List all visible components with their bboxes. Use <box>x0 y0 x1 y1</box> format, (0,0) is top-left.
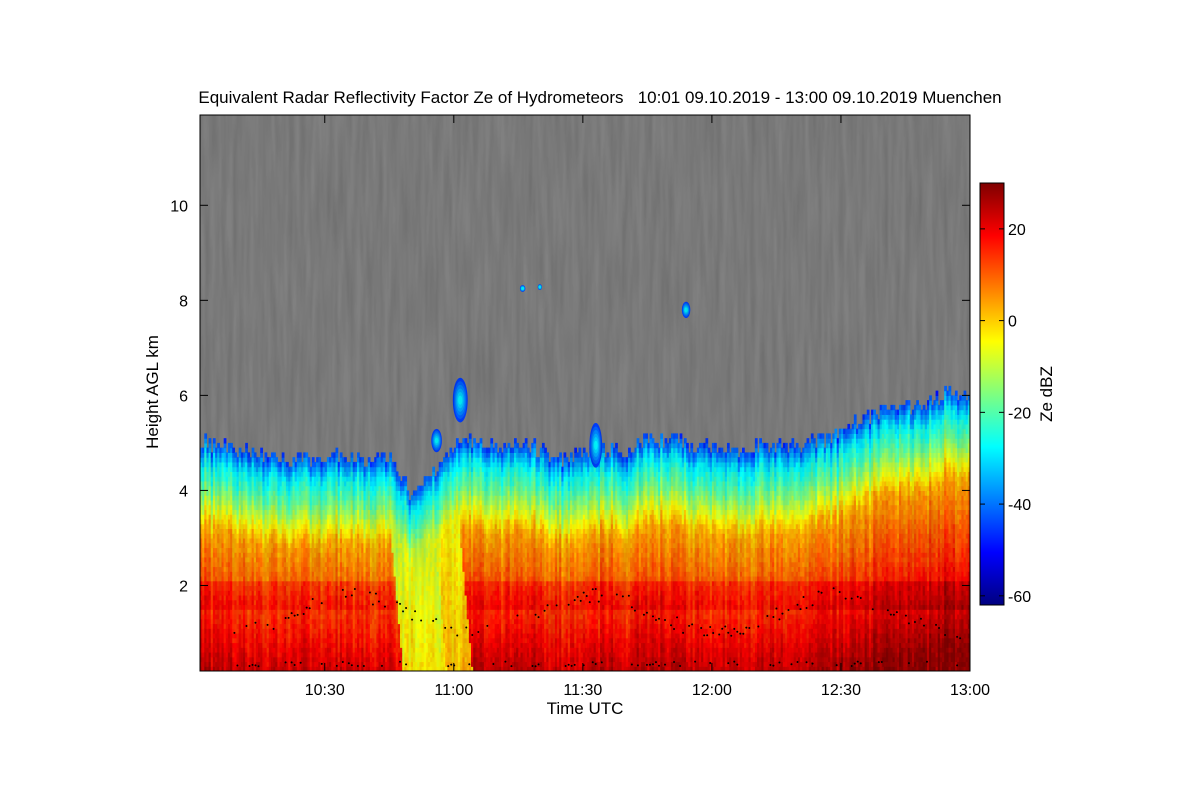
y-axis-label: Height AGL km <box>143 335 162 449</box>
colorbar-tick-label: -40 <box>1008 497 1031 514</box>
y-tick-label: 10 <box>170 198 188 215</box>
colorbar-tick-label: -60 <box>1008 589 1031 606</box>
chart-title: Equivalent Radar Reflectivity Factor Ze … <box>198 88 1002 107</box>
x-axis: 10:30 11:00 11:30 12:00 12:30 13:00 <box>305 115 990 699</box>
x-tick-label: 11:00 <box>434 682 473 699</box>
y-tick-label: 4 <box>179 483 188 500</box>
y-tick-label: 6 <box>179 388 188 405</box>
plot-frame <box>199 114 971 672</box>
y-axis: 2 4 6 8 10 <box>170 198 970 595</box>
x-tick-label: 12:00 <box>692 682 732 699</box>
x-tick-label: 13:00 <box>950 682 990 699</box>
y-tick-label: 2 <box>179 578 188 595</box>
colorbar-label: Ze dBZ <box>1037 366 1056 422</box>
colorbar-tick-label: -20 <box>1008 405 1031 422</box>
reflectivity-heatmap <box>200 115 970 671</box>
y-tick-label: 8 <box>179 293 188 310</box>
x-tick-label: 12:30 <box>821 682 861 699</box>
colorbar-tick-label: 0 <box>1008 314 1017 331</box>
colorbar-ticks: 20 0 -20 -40 -60 <box>980 222 1031 606</box>
x-tick-label: 11:30 <box>563 682 602 699</box>
colorbar: 20 0 -20 -40 -60 Ze dBZ <box>979 182 1056 606</box>
x-axis-label: Time UTC <box>547 699 624 718</box>
colorbar-tick-label: 20 <box>1008 222 1026 239</box>
x-tick-label: 10:30 <box>305 682 345 699</box>
colorbar-gradient <box>979 182 1005 606</box>
